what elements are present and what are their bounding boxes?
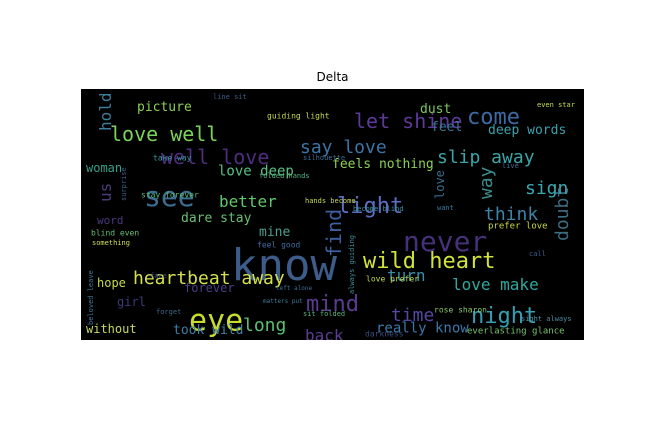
word-face: face	[150, 272, 167, 280]
word-really-know: really know	[376, 321, 469, 337]
word-folded-hands: folded hands	[259, 172, 310, 180]
word-turn: turn	[387, 266, 426, 285]
word-stay-forever: stay forever	[141, 191, 199, 200]
chart-title: Delta	[316, 70, 349, 84]
word-silhouette: silhouette	[303, 154, 345, 162]
word-doubt: doubt	[552, 187, 573, 241]
word-way: way	[476, 166, 497, 199]
word-eye: eye	[189, 304, 243, 339]
word-take-way: take way	[153, 154, 192, 163]
word-want: want	[437, 204, 454, 212]
word-guiding-light: guiding light	[267, 112, 330, 121]
word-dare-stay: dare stay	[181, 211, 252, 226]
word-mind: mind	[306, 292, 359, 317]
word-say-love: say love	[300, 137, 387, 158]
word-dust: dust	[420, 102, 451, 117]
word-prefer-love: prefer love	[488, 222, 548, 232]
word-picture: picture	[137, 100, 192, 115]
word-deep-words: deep words	[488, 123, 566, 138]
word-come: come	[467, 105, 520, 130]
word-darkness: darkness	[365, 330, 404, 339]
word-sit-folded: sit folded	[303, 310, 345, 318]
word-feel-good: feel good	[257, 241, 301, 250]
word-girl: girl	[117, 295, 146, 309]
word-cloud: know eye see never wild heart mind heartbeat a…	[81, 89, 584, 340]
word-back: back	[305, 326, 344, 340]
word-light: light	[337, 194, 403, 219]
word-feels-nothing: feels nothing	[332, 157, 434, 172]
word-become-blind: become blind	[353, 205, 404, 213]
word-blind-even: blind even	[91, 229, 139, 238]
word-call: call	[529, 250, 546, 258]
word-rose-sharon: rose sharon	[434, 306, 487, 315]
word-love-deep: love deep	[218, 164, 294, 180]
word-night: night	[471, 304, 537, 329]
word-love-make: love make	[452, 275, 539, 294]
word-think: think	[484, 204, 538, 225]
word-know: know	[231, 240, 337, 291]
word-without: without	[86, 322, 137, 336]
word-see: see	[144, 180, 195, 213]
word-mine: mine	[259, 225, 290, 240]
word-woman: woman	[86, 161, 122, 175]
word-find: find	[322, 209, 346, 257]
word-matters-put: matters put	[263, 298, 303, 305]
word-line-sit: line sit	[213, 93, 247, 101]
word-better: better	[219, 192, 277, 211]
word-forever: forever	[184, 281, 235, 295]
word-sign: sign	[525, 178, 568, 199]
word-well-love: well love	[161, 145, 269, 169]
word-took-wild: took wild	[173, 323, 243, 338]
word-something: something	[92, 239, 130, 247]
word-love-well: love well	[110, 122, 218, 146]
word-everlasting-glance: everlasting glance	[467, 327, 565, 337]
word-love-prefer: love prefer	[366, 275, 419, 284]
word-surprise: surprise	[120, 167, 128, 201]
word-time: time	[391, 305, 434, 326]
word-always-guiding: always guiding	[348, 235, 356, 294]
word-left-alone: left alone	[276, 285, 313, 292]
word-heartbeat-away: heartbeat away	[133, 268, 285, 289]
word-word: word	[97, 214, 124, 227]
word-let-shine: let shine	[354, 109, 462, 133]
word-slip-away: slip away	[437, 147, 535, 168]
word-even-star: even star	[537, 101, 575, 109]
word-hope: hope	[97, 276, 126, 290]
word-hold: hold	[96, 92, 115, 131]
word-hands-become: hands become	[305, 197, 356, 205]
word-live: live	[502, 162, 519, 170]
word-us: us	[96, 183, 115, 202]
word-love: love	[433, 170, 447, 199]
word-wild-heart: wild heart	[363, 249, 495, 274]
word-beloved-leave: beloved leave	[87, 270, 95, 325]
word-feel: feel	[431, 120, 462, 135]
word-sight-always: sight always	[521, 315, 572, 323]
word-forget: forget	[156, 308, 181, 316]
word-never: never	[403, 225, 487, 258]
word-long: long	[243, 315, 286, 336]
